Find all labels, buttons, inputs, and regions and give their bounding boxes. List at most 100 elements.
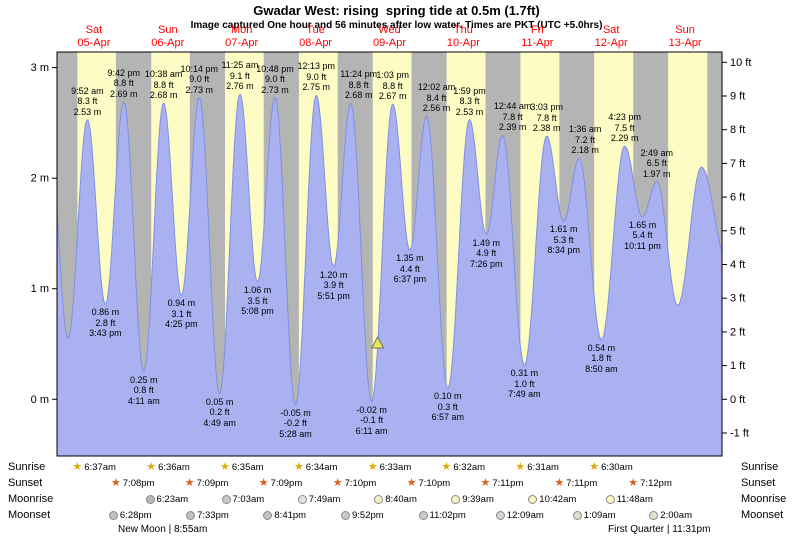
day-date-label: 13-Apr <box>669 37 702 49</box>
left-axis-label: 1 m <box>31 283 49 295</box>
sunset-entry: ★ 7:11pm <box>554 477 597 489</box>
right-axis-label: 3 ft <box>730 293 745 305</box>
right-row-label-moonrise: Moonrise <box>741 493 787 505</box>
astro-time: 6:35am <box>231 461 264 473</box>
sunset-entry: ★ 7:11pm <box>481 477 524 489</box>
astro-time: 8:41pm <box>274 509 307 521</box>
sunrise-star-icon: ★ <box>220 461 230 473</box>
moonrise-circle-icon <box>221 494 231 504</box>
sunrise-entry: ★ 6:32am <box>442 461 486 473</box>
sunrise-star-icon: ★ <box>441 461 452 473</box>
right-axis-label: 10 ft <box>730 57 751 69</box>
sunrise-star-icon: ★ <box>72 461 83 473</box>
sunset-star-icon: ★ <box>406 477 417 489</box>
right-row-label-sunset: Sunset <box>741 477 776 489</box>
sunset-star-icon: ★ <box>480 477 491 489</box>
day-name-label: Sat <box>86 24 103 36</box>
astro-time: 10:42am <box>539 493 577 505</box>
astro-time: 6:34am <box>305 461 338 473</box>
moonset-circle-icon <box>495 510 505 520</box>
right-axis-label: 4 ft <box>730 259 745 271</box>
moonrise-circle-icon <box>528 494 538 504</box>
moonset-entry: 2:00am <box>649 509 692 521</box>
moonset-circle-icon <box>418 510 428 520</box>
astro-time: 9:39am <box>462 493 494 505</box>
tide-curve-plot: 0 m 1 m 2 m 3 m -1 ft 0 ft 1 ft 2 ft 3 ft 4 ft 5 f… <box>31 24 751 457</box>
moonrise-entry: 10:42am <box>528 493 576 505</box>
left-row-label-moonset: Moonset <box>8 509 51 521</box>
right-axis-label: -1 ft <box>730 428 749 440</box>
sunset-entry: ★ 7:10pm <box>407 477 451 489</box>
left-axis-label: 2 m <box>31 173 49 185</box>
astro-time: 7:11pm <box>492 477 524 489</box>
day-date-label: 05-Apr <box>77 37 110 49</box>
right-axis-label: 7 ft <box>730 158 745 170</box>
day-date-label: 08-Apr <box>299 37 332 49</box>
moonset-entry: 7:33pm <box>186 509 229 521</box>
left-row-label-sunset: Sunset <box>8 477 43 489</box>
sunrise-star-icon: ★ <box>589 461 600 473</box>
astro-time: 8:40am <box>385 493 417 505</box>
sunset-star-icon: ★ <box>554 477 565 489</box>
right-axis-label: 1 ft <box>730 360 745 372</box>
astro-time: 7:03am <box>232 493 265 505</box>
astro-time: 6:32am <box>453 461 486 473</box>
moonrise-entry: 9:39am <box>451 493 494 505</box>
moonset-entry: 6:28pm <box>108 509 152 521</box>
sunrise-star-icon: ★ <box>515 461 526 473</box>
day-date-label: 12-Apr <box>595 37 628 49</box>
moonrise-entry: 7:49am <box>297 493 341 505</box>
moonset-entry: 8:41pm <box>263 509 306 521</box>
astro-time: 6:30am <box>601 461 633 473</box>
sunrise-star-icon: ★ <box>146 461 157 473</box>
moon-phase-note: New Moon | 8:55am <box>118 524 208 535</box>
right-axis-label: 0 ft <box>730 394 745 406</box>
moonset-entry: 1:09am <box>572 509 616 521</box>
moonrise-entry: 6:23am <box>145 493 188 505</box>
tide-curve-line <box>56 93 722 406</box>
day-date-label: 07-Apr <box>225 37 258 49</box>
astro-time: 6:31am <box>527 461 559 473</box>
astro-time: 1:09am <box>583 509 616 521</box>
astro-time: 7:09pm <box>270 477 303 489</box>
moon-phase-note: First Quarter | 11:31pm <box>608 524 711 535</box>
day-date-label: 10-Apr <box>447 37 480 49</box>
astro-time: 7:11pm <box>566 477 598 489</box>
sunrise-entry: ★ 6:30am <box>589 461 633 473</box>
sunset-star-icon: ★ <box>332 477 343 489</box>
astro-time: 2:00am <box>660 509 692 521</box>
day-name-label: Sun <box>675 24 695 36</box>
chart-title: Gwadar West: rising spring tide at 0.5m … <box>253 3 540 18</box>
day-name-label: Wed <box>378 24 400 36</box>
moonrise-circle-icon <box>297 494 307 504</box>
right-axis-label: 5 ft <box>730 225 745 237</box>
sunset-star-icon: ★ <box>258 477 269 489</box>
sunset-entry: ★ 7:12pm <box>628 477 672 489</box>
moonset-circle-icon <box>186 510 196 520</box>
astro-time: 6:33am <box>379 461 412 473</box>
sunset-star-icon: ★ <box>628 477 639 489</box>
right-axis-label: 9 ft <box>730 91 745 103</box>
day-date-label: 09-Apr <box>373 37 406 49</box>
sunset-star-icon: ★ <box>110 477 121 489</box>
sunset-entry: ★ 7:08pm <box>111 477 155 489</box>
astro-time: 11:02pm <box>429 509 466 521</box>
moonset-circle-icon <box>649 510 659 520</box>
moonset-circle-icon <box>572 510 582 520</box>
moonrise-circle-icon <box>605 494 615 504</box>
right-row-label-sunrise: Sunrise <box>741 461 779 473</box>
moonset-circle-icon <box>341 510 350 520</box>
day-name-label: Sun <box>158 24 178 36</box>
astro-time: 6:37am <box>84 461 116 473</box>
day-name-label: Thu <box>454 24 473 36</box>
moonset-circle-icon <box>263 510 273 520</box>
sunset-entry: ★ 7:09pm <box>185 477 229 489</box>
right-axis-label: 8 ft <box>730 124 745 136</box>
astro-time: 7:49am <box>308 493 341 505</box>
sunset-entry: ★ 7:09pm <box>259 477 303 489</box>
plot-border <box>56 51 723 457</box>
sunrise-entry: ★ 6:35am <box>220 461 264 473</box>
moonset-entry: 9:52pm <box>341 509 384 521</box>
